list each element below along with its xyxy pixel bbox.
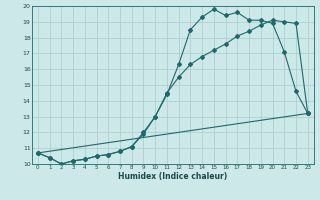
- X-axis label: Humidex (Indice chaleur): Humidex (Indice chaleur): [118, 172, 228, 181]
